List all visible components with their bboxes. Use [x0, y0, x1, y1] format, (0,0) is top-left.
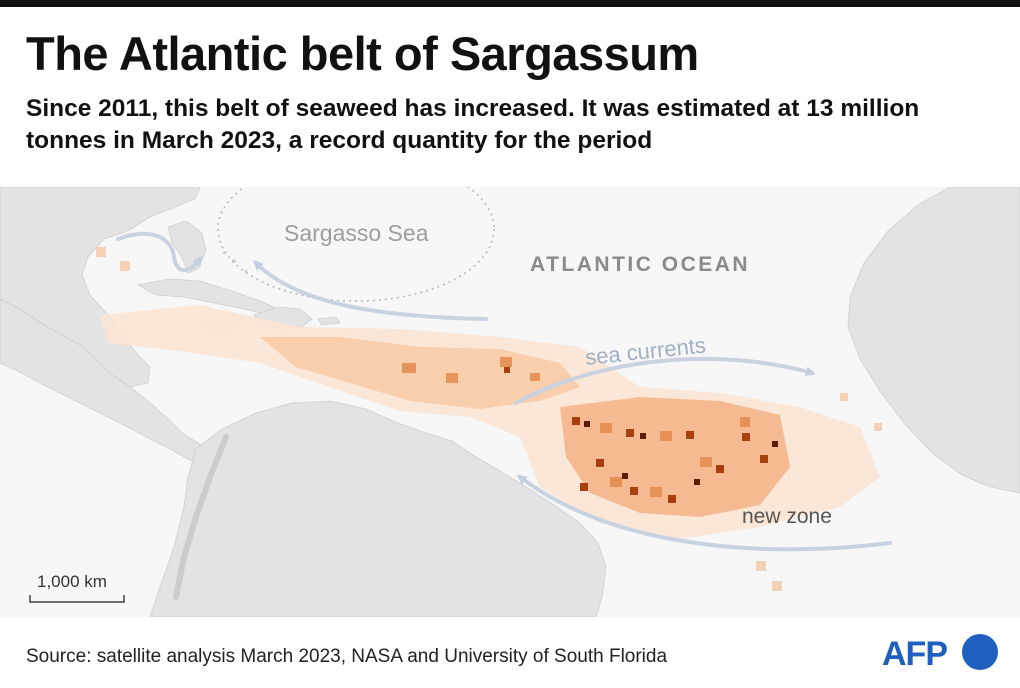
current-arrow-north: [253, 260, 488, 321]
current-arrow-east: [514, 357, 816, 405]
land-south-america: [149, 400, 607, 617]
top-rule: [0, 0, 1020, 7]
page-title: The Atlantic belt of Sargassum: [26, 27, 699, 80]
land-puerto-rico: [317, 316, 341, 326]
sargassum-belt: [96, 247, 882, 591]
label-atlantic-ocean: ATLANTIC OCEAN: [530, 253, 750, 276]
current-arrow-south: [516, 474, 892, 552]
land-andes-ridge: [173, 434, 229, 600]
afp-logo: AFP: [882, 634, 998, 673]
page-subtitle: Since 2011, this belt of seaweed has inc…: [26, 95, 920, 154]
scale-bar-label: 1,000 km: [37, 572, 107, 591]
afp-logo-dot: [962, 634, 998, 670]
scale-bar: 1,000 km: [29, 572, 125, 603]
sea-current-arrows: [116, 231, 892, 552]
sargassum-map: Sargasso Sea ATLANTIC OCEAN sea currents…: [0, 187, 1020, 617]
current-arrow-gulf: [116, 231, 203, 272]
label-new-zone: new zone: [742, 505, 832, 528]
sargasso-sea-outline: [217, 187, 495, 302]
afp-logo-text: AFP: [882, 635, 947, 673]
source-note: Source: satellite analysis March 2023, N…: [26, 646, 668, 667]
land-africa: [847, 187, 1020, 494]
label-sargasso-sea: Sargasso Sea: [284, 220, 429, 246]
